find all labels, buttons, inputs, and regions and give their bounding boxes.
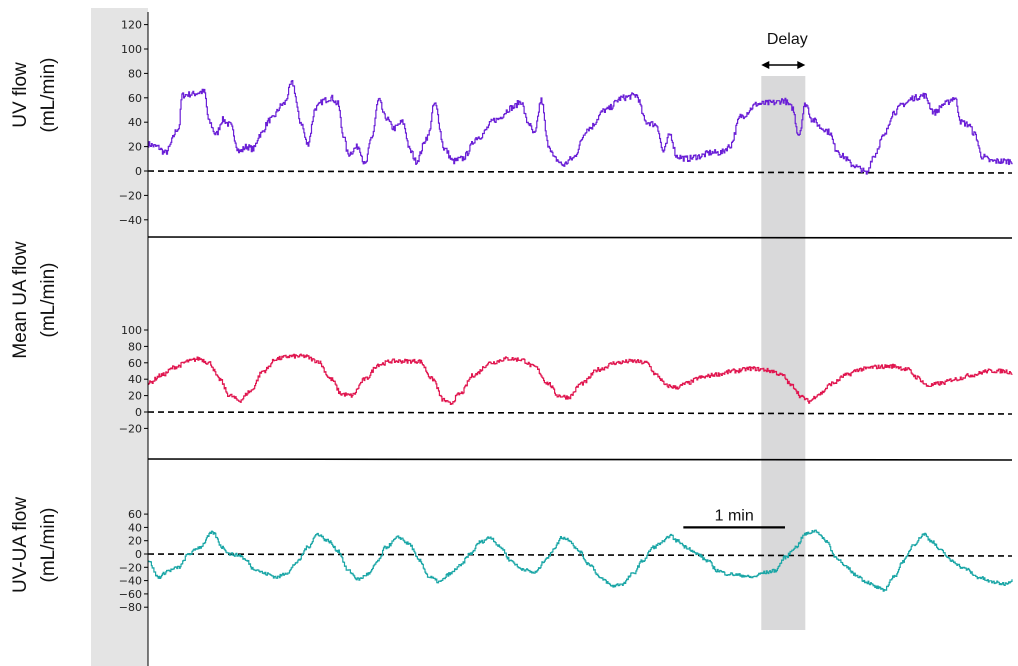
y-axis-label-diff-2: (mL/min) bbox=[38, 508, 59, 583]
tick-label-ua--20: −20 bbox=[119, 422, 142, 435]
series-line-uv bbox=[148, 79, 1013, 175]
tick-label-ua-100: 100 bbox=[121, 324, 142, 337]
tick-label-diff-60: 60 bbox=[128, 508, 142, 521]
tick-label-uv-60: 60 bbox=[128, 92, 142, 105]
tick-label-ua-20: 20 bbox=[128, 390, 142, 403]
tick-label-diff--80: −80 bbox=[119, 601, 142, 614]
delay-highlight-band bbox=[761, 76, 806, 630]
delay-arrow-head-right bbox=[797, 61, 806, 69]
series-line-ua bbox=[148, 353, 1013, 405]
tick-label-diff-20: 20 bbox=[128, 535, 142, 548]
tick-label-uv-20: 20 bbox=[128, 141, 142, 154]
zero-line-diff bbox=[147, 553, 1013, 557]
series-line-diff bbox=[148, 529, 1013, 592]
tick-label-diff-40: 40 bbox=[128, 521, 142, 534]
delay-label: Delay bbox=[767, 31, 808, 48]
tick-label-ua-60: 60 bbox=[128, 357, 142, 370]
tick-label-uv-40: 40 bbox=[128, 116, 142, 129]
tick-label-diff--40: −40 bbox=[119, 575, 142, 588]
tick-label-diff--20: −20 bbox=[119, 561, 142, 574]
zero-line-ua bbox=[147, 411, 1013, 415]
tick-label-uv--40: −40 bbox=[119, 214, 142, 227]
tick-label-uv-80: 80 bbox=[128, 67, 142, 80]
tick-label-uv-100: 100 bbox=[121, 43, 142, 56]
tick-label-ua-80: 80 bbox=[128, 340, 142, 353]
delay-arrow-head-left bbox=[761, 61, 770, 69]
panel-divider-2 bbox=[147, 458, 1013, 461]
zero-line-uv bbox=[147, 170, 1013, 174]
y-axis-label-ua-2: (mL/min) bbox=[38, 263, 59, 338]
y-axis-label-diff-1: UV-UA flow bbox=[10, 497, 31, 593]
scale-bar-label: 1 min bbox=[715, 507, 754, 524]
tick-label-diff-0: 0 bbox=[135, 548, 142, 561]
tick-label-uv-120: 120 bbox=[121, 19, 142, 32]
tick-label-uv-0: 0 bbox=[135, 165, 142, 178]
tick-label-uv--20: −20 bbox=[119, 189, 142, 202]
tick-label-ua-0: 0 bbox=[135, 406, 142, 419]
axis-strip bbox=[91, 8, 148, 666]
tick-label-ua-40: 40 bbox=[128, 373, 142, 386]
y-axis-label-uv-1: UV flow bbox=[10, 62, 31, 128]
tick-label-diff--60: −60 bbox=[119, 588, 142, 601]
y-axis-label-ua-1: Mean UA flow bbox=[10, 241, 31, 358]
y-axis-label-uv-2: (mL/min) bbox=[38, 58, 59, 133]
panel-divider-1 bbox=[147, 236, 1013, 239]
